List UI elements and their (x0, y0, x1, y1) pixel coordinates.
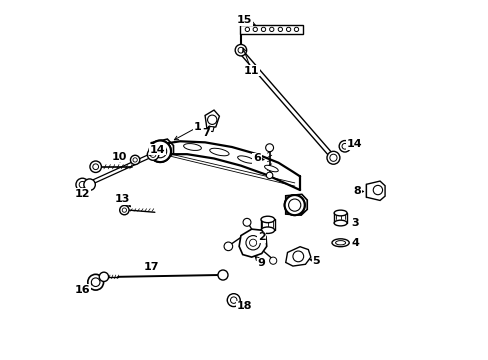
Circle shape (93, 164, 99, 170)
Circle shape (372, 185, 382, 195)
Text: 12: 12 (75, 189, 90, 199)
Polygon shape (204, 110, 219, 128)
Ellipse shape (209, 148, 228, 156)
Text: 8: 8 (353, 186, 361, 197)
Ellipse shape (183, 144, 201, 150)
Circle shape (341, 143, 347, 149)
Circle shape (130, 155, 140, 165)
Text: 3: 3 (350, 218, 358, 228)
Circle shape (218, 270, 227, 280)
Circle shape (147, 149, 159, 160)
Circle shape (329, 154, 336, 161)
Text: 13: 13 (115, 194, 130, 204)
Circle shape (120, 206, 129, 215)
Circle shape (99, 272, 108, 282)
Circle shape (269, 27, 273, 32)
Ellipse shape (261, 227, 274, 233)
Circle shape (76, 178, 89, 191)
Text: 10: 10 (111, 152, 126, 162)
Circle shape (261, 27, 265, 32)
Circle shape (230, 297, 237, 303)
Circle shape (153, 145, 166, 158)
Circle shape (253, 27, 257, 32)
Text: 5: 5 (312, 256, 319, 266)
Text: 9: 9 (257, 258, 265, 268)
Ellipse shape (331, 239, 348, 247)
Circle shape (249, 239, 256, 246)
Text: 15: 15 (236, 15, 252, 25)
Circle shape (207, 115, 217, 125)
Text: 1: 1 (194, 122, 202, 132)
Circle shape (326, 151, 339, 164)
Circle shape (227, 294, 240, 307)
Ellipse shape (261, 216, 274, 223)
Circle shape (245, 235, 260, 250)
Text: 6: 6 (253, 153, 261, 163)
Ellipse shape (237, 156, 254, 163)
Text: 4: 4 (350, 238, 358, 248)
Circle shape (278, 27, 282, 32)
Text: 17: 17 (143, 262, 159, 272)
Circle shape (238, 47, 244, 53)
Ellipse shape (335, 240, 345, 245)
Circle shape (79, 181, 85, 188)
Circle shape (150, 152, 156, 157)
Circle shape (149, 140, 171, 162)
Text: 14: 14 (346, 139, 362, 149)
Polygon shape (207, 126, 214, 132)
Circle shape (235, 44, 246, 56)
Ellipse shape (333, 210, 346, 216)
Text: 18: 18 (236, 301, 252, 311)
Circle shape (286, 27, 290, 32)
Text: 16: 16 (75, 285, 90, 295)
Circle shape (243, 219, 250, 226)
Polygon shape (285, 194, 306, 215)
Circle shape (339, 140, 350, 152)
Polygon shape (366, 181, 384, 201)
Polygon shape (240, 25, 302, 34)
Circle shape (288, 199, 300, 211)
Circle shape (133, 158, 137, 162)
Ellipse shape (264, 165, 278, 172)
Circle shape (224, 242, 232, 251)
Circle shape (91, 278, 100, 287)
Circle shape (288, 199, 300, 211)
Circle shape (266, 172, 272, 179)
Circle shape (269, 257, 276, 264)
Circle shape (153, 145, 166, 158)
Polygon shape (151, 139, 173, 159)
Polygon shape (285, 247, 310, 266)
Circle shape (149, 140, 171, 162)
Text: 7: 7 (202, 129, 209, 138)
Circle shape (90, 161, 101, 172)
Polygon shape (239, 229, 266, 257)
Circle shape (244, 27, 249, 32)
Circle shape (88, 274, 103, 290)
Ellipse shape (333, 220, 346, 226)
Circle shape (294, 27, 298, 32)
Text: 14: 14 (150, 144, 165, 154)
Text: 2: 2 (257, 232, 265, 242)
Circle shape (122, 208, 126, 212)
Circle shape (284, 195, 304, 215)
Circle shape (265, 144, 273, 152)
Circle shape (83, 179, 95, 190)
Circle shape (292, 251, 303, 262)
Text: 11: 11 (244, 66, 259, 76)
Circle shape (284, 195, 304, 215)
